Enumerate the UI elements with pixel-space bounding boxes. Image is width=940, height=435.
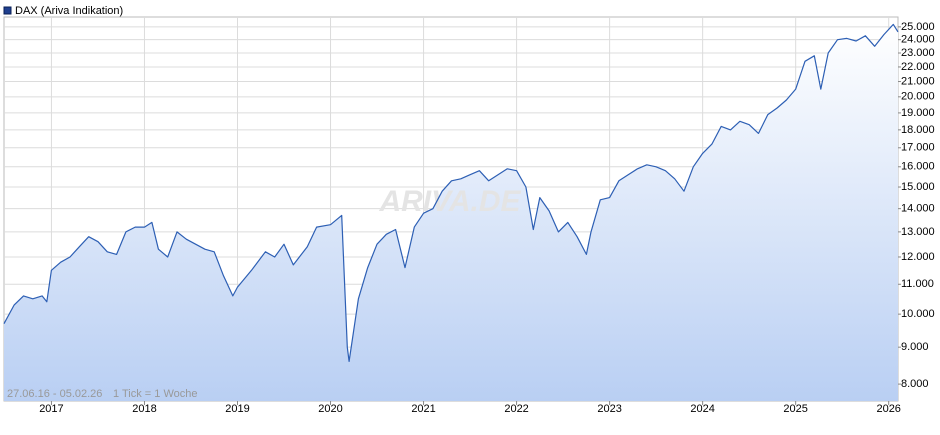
y-tick-label: 10.000 [901, 308, 935, 320]
y-tick-label: 11.000 [901, 278, 934, 290]
area-fill [4, 24, 898, 402]
y-tick-label: 22.000 [901, 61, 935, 73]
y-tick-label: 20.000 [901, 91, 935, 103]
y-tick-label: 8.000 [901, 378, 929, 390]
y-tick-label: 21.000 [901, 75, 935, 87]
x-tick-label: 2024 [690, 403, 714, 415]
x-tick-label: 2025 [783, 403, 807, 415]
price-line [3, 23, 899, 362]
x-tick-label: 2017 [39, 403, 63, 415]
y-tick-label: 16.000 [901, 161, 935, 173]
x-tick-label: 2020 [318, 403, 342, 415]
x-tick-label: 2023 [597, 403, 621, 415]
y-tick-label: 13.000 [901, 226, 935, 238]
x-tick-label: 2026 [876, 403, 900, 415]
y-tick-label: 15.000 [901, 181, 935, 193]
y-tick-label: 9.000 [901, 341, 929, 353]
y-tick-label: 23.000 [901, 47, 935, 59]
footnote-tick: 1 Tick = 1 Woche [113, 388, 197, 400]
y-tick-label: 14.000 [901, 203, 935, 215]
x-tick-label: 2022 [504, 403, 528, 415]
y-tick-label: 17.000 [901, 142, 935, 154]
watermark: ARIVA.DE [378, 185, 521, 218]
y-tick-label: 24.000 [901, 34, 935, 46]
x-tick-label: 2018 [132, 403, 156, 415]
x-tick-label: 2019 [225, 403, 249, 415]
x-tick-label: 2021 [411, 403, 435, 415]
footnote-range: 27.06.16 - 05.02.26 [7, 388, 102, 400]
legend-swatch [3, 6, 12, 15]
y-tick-label: 12.000 [901, 251, 935, 263]
legend-label: DAX (Ariva Indikation) [15, 5, 123, 17]
y-tick-label: 18.000 [901, 124, 935, 136]
y-tick-label: 19.000 [901, 107, 935, 119]
y-tick-label: 25.000 [901, 21, 935, 33]
